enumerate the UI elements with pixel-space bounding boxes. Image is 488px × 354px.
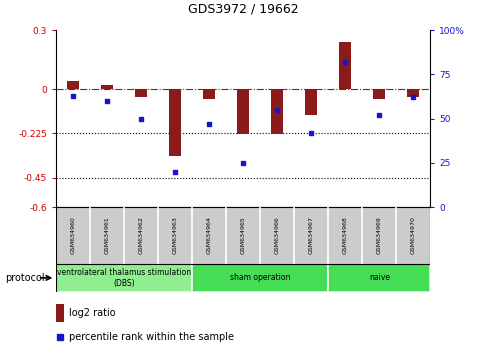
Bar <box>67 81 79 89</box>
Text: protocol: protocol <box>5 273 44 283</box>
Text: GSM634962: GSM634962 <box>139 217 143 254</box>
Bar <box>56 304 64 321</box>
Bar <box>339 42 350 89</box>
Bar <box>237 89 249 134</box>
Bar <box>169 89 181 156</box>
Bar <box>192 264 327 292</box>
Bar <box>305 89 317 115</box>
Text: ventrolateral thalamus stimulation
(DBS): ventrolateral thalamus stimulation (DBS) <box>57 268 191 287</box>
Text: GSM634970: GSM634970 <box>410 217 415 254</box>
Bar <box>327 264 429 292</box>
Bar <box>56 264 192 292</box>
Text: GSM634965: GSM634965 <box>240 217 245 254</box>
Text: log2 ratio: log2 ratio <box>68 308 115 318</box>
Text: GDS3972 / 19662: GDS3972 / 19662 <box>187 3 298 16</box>
Text: GSM634961: GSM634961 <box>104 217 109 254</box>
Bar <box>373 89 385 99</box>
Bar <box>101 85 113 89</box>
Text: GSM634968: GSM634968 <box>342 217 347 254</box>
Bar <box>135 89 147 97</box>
Text: GSM634966: GSM634966 <box>274 217 279 254</box>
Text: GSM634969: GSM634969 <box>376 217 381 254</box>
Bar <box>203 89 215 99</box>
Bar <box>407 89 418 97</box>
Text: GSM634967: GSM634967 <box>308 217 313 254</box>
Bar <box>271 89 283 134</box>
Text: naive: naive <box>368 273 389 282</box>
Text: sham operation: sham operation <box>230 273 290 282</box>
Text: GSM634964: GSM634964 <box>206 217 211 254</box>
Text: percentile rank within the sample: percentile rank within the sample <box>68 332 233 342</box>
Text: GSM634960: GSM634960 <box>71 217 76 254</box>
Text: GSM634963: GSM634963 <box>172 217 178 254</box>
